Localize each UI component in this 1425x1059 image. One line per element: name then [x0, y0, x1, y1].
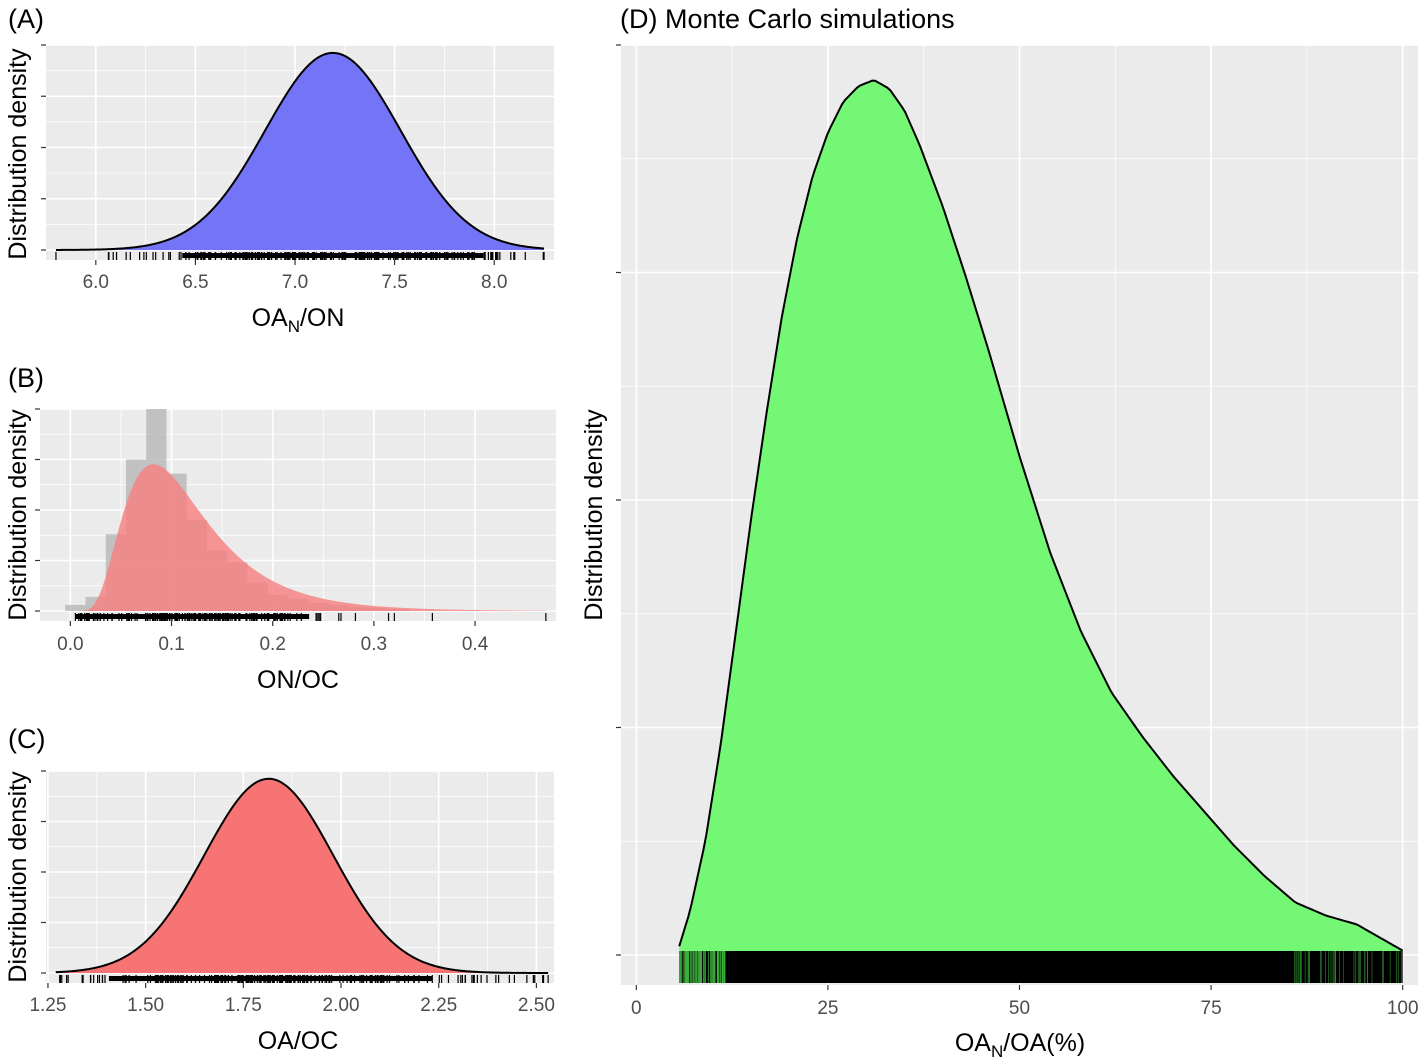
panel-c-title: (C)	[8, 724, 45, 754]
x-tick-label: 7.5	[381, 272, 407, 293]
density-area	[55, 52, 545, 250]
x-tick-label: 7.0	[282, 272, 308, 293]
x-tick-label: 1.75	[225, 995, 262, 1016]
panel-c-ylabel: Distribution density	[4, 771, 32, 983]
panel-d-xlabel-main: OA	[955, 1029, 991, 1057]
panel-a-title: (A)	[8, 4, 44, 34]
density-area	[75, 464, 546, 611]
x-tick-label: 100	[1387, 998, 1419, 1019]
panel-c: (C) Distribution density OA/OC	[4, 724, 338, 1055]
density-line	[55, 51, 545, 251]
x-tick-label: 0.3	[361, 634, 387, 655]
panel-a: (A) Distribution density OAN/ON	[4, 4, 344, 336]
density-line	[678, 79, 1404, 952]
x-tick-label: 6.5	[182, 272, 208, 293]
x-tick-label: 1.25	[29, 995, 66, 1016]
x-tick-label: 2.50	[518, 995, 555, 1016]
x-tick-label: 0.0	[57, 634, 83, 655]
chart-c: 1.25 1.50 1.75 2.00 2.25 2.50	[29, 770, 555, 1016]
panel-d: (D) Monte Carlo simulations Distribution…	[580, 4, 1085, 1059]
x-tick-label: 50	[1009, 998, 1030, 1019]
panel-b-ylabel: Distribution density	[4, 409, 32, 621]
chart-a: 6.0 6.5 7.0 7.5 8.0	[41, 44, 554, 293]
rug-band	[75, 614, 310, 619]
panel-d-xlabel: OAN/OA(%)	[955, 1029, 1085, 1059]
panel-b-title: (B)	[8, 363, 44, 393]
panel-a-xlabel-main: OA	[252, 304, 288, 332]
chart-b: 0.0 0.1 0.2 0.3 0.4	[35, 408, 556, 655]
panel-a-xlabel-tail: /ON	[300, 304, 344, 332]
panel-a-xlabel-sub: N	[288, 317, 300, 336]
x-tick-label: 8.0	[481, 272, 507, 293]
x-tick-label: 2.25	[420, 995, 457, 1016]
x-tick-label: 0.4	[462, 634, 489, 655]
density-area	[679, 80, 1403, 955]
chart-d: 0 25 50 75 100	[616, 44, 1419, 1019]
panel-d-xlabel-sub: N	[991, 1042, 1003, 1059]
panel-d-ylabel: Distribution density	[580, 409, 608, 621]
x-tick-label: 25	[817, 998, 838, 1019]
panel-b-xlabel: ON/OC	[257, 666, 339, 694]
rug-band	[679, 951, 1403, 983]
x-tick-label: 75	[1201, 998, 1222, 1019]
x-tick-label: 1.50	[127, 995, 164, 1016]
panel-a-xlabel: OAN/ON	[252, 304, 345, 336]
panel-c-xlabel: OA/OC	[258, 1027, 339, 1055]
x-tick-label: 0.2	[259, 634, 285, 655]
x-tick-label: 0	[631, 998, 642, 1019]
x-tick-label: 2.00	[323, 995, 360, 1016]
panel-d-xlabel-tail: /OA(%)	[1003, 1029, 1085, 1057]
x-tick-label: 0.1	[158, 634, 184, 655]
density-area	[55, 778, 549, 973]
panel-c-xlabel-main: OA/OC	[258, 1027, 339, 1055]
density-line	[55, 777, 549, 974]
panel-a-ylabel: Distribution density	[4, 48, 32, 260]
histogram-bar	[65, 604, 86, 611]
x-tick-label: 6.0	[83, 272, 109, 293]
panel-b: (B) Distribution density ON/OC	[4, 363, 339, 694]
panel-d-title: (D) Monte Carlo simulations	[620, 4, 955, 34]
panel-b-xlabel-main: ON/OC	[257, 666, 339, 694]
